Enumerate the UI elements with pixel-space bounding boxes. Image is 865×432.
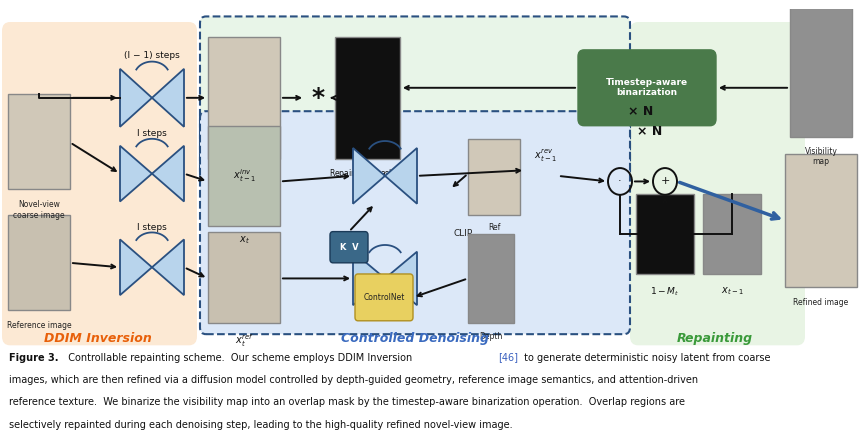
- Text: $1 - M_t$: $1 - M_t$: [650, 285, 680, 298]
- FancyBboxPatch shape: [630, 22, 805, 345]
- Text: to generate deterministic noisy latent from coarse: to generate deterministic noisy latent f…: [521, 353, 770, 362]
- Text: Controllable repainting scheme.  Our scheme employs DDIM Inversion: Controllable repainting scheme. Our sche…: [61, 353, 415, 362]
- FancyBboxPatch shape: [200, 111, 630, 334]
- Text: Controlled Denoising: Controlled Denoising: [341, 332, 489, 345]
- Polygon shape: [385, 252, 417, 305]
- Text: $x_{t-1}$: $x_{t-1}$: [721, 285, 743, 297]
- Text: Timestep-aware
binarization: Timestep-aware binarization: [606, 78, 688, 98]
- Polygon shape: [152, 69, 184, 127]
- Polygon shape: [152, 146, 184, 201]
- Text: Depth: Depth: [479, 332, 503, 341]
- Polygon shape: [353, 148, 385, 204]
- Bar: [208, 126, 280, 226]
- FancyBboxPatch shape: [2, 22, 197, 345]
- FancyBboxPatch shape: [578, 50, 716, 126]
- Text: l steps: l steps: [138, 222, 167, 232]
- Text: (l − 1) steps: (l − 1) steps: [124, 51, 180, 60]
- Text: ControlNet: ControlNet: [363, 293, 405, 302]
- Text: reference texture.  We binarize the visibility map into an overlap mask by the t: reference texture. We binarize the visib…: [9, 397, 685, 407]
- Polygon shape: [353, 252, 385, 305]
- Bar: [790, 3, 852, 137]
- Text: ·: ·: [618, 176, 622, 187]
- Text: $x_t^{ref}$: $x_t^{ref}$: [234, 332, 253, 349]
- Text: Refined image: Refined image: [793, 299, 849, 308]
- Text: $x_{t-1}^{rev}$: $x_{t-1}^{rev}$: [534, 148, 556, 164]
- Text: *: *: [311, 86, 324, 110]
- Text: +: +: [660, 176, 670, 187]
- Bar: [703, 194, 761, 274]
- Text: CLIP: CLIP: [453, 229, 472, 238]
- Text: selectively repainted during each denoising step, leading to the high-quality re: selectively repainted during each denois…: [9, 420, 512, 430]
- Polygon shape: [120, 69, 152, 127]
- Text: × N: × N: [638, 125, 663, 138]
- Text: Repainting mask $M_t$: Repainting mask $M_t$: [330, 167, 407, 180]
- Bar: [208, 37, 280, 159]
- Bar: [468, 139, 520, 215]
- Text: Repainting: Repainting: [677, 332, 753, 345]
- Text: Reference image: Reference image: [7, 321, 71, 330]
- Text: Ref: Ref: [488, 222, 500, 232]
- FancyBboxPatch shape: [355, 274, 413, 321]
- Text: $x_{t-1}^{inv}$: $x_{t-1}^{inv}$: [233, 167, 255, 184]
- Bar: [785, 153, 857, 287]
- Text: DDIM Inversion: DDIM Inversion: [44, 332, 152, 345]
- Polygon shape: [120, 239, 152, 295]
- Text: K  V: K V: [340, 243, 358, 252]
- Polygon shape: [385, 148, 417, 204]
- Bar: [636, 194, 694, 274]
- Text: × N: × N: [628, 105, 653, 118]
- Text: Visibility
map: Visibility map: [804, 147, 837, 166]
- Text: l steps: l steps: [138, 129, 167, 138]
- Text: Figure 3.: Figure 3.: [9, 353, 58, 362]
- Bar: [8, 95, 70, 189]
- FancyBboxPatch shape: [330, 232, 368, 263]
- Bar: [208, 232, 280, 323]
- FancyBboxPatch shape: [200, 16, 630, 181]
- Polygon shape: [120, 146, 152, 201]
- Text: Novel-view
coarse image: Novel-view coarse image: [13, 200, 65, 220]
- Text: images, which are then refined via a diffusion model controlled by depth-guided : images, which are then refined via a dif…: [9, 375, 698, 385]
- Text: $x_t$: $x_t$: [239, 234, 249, 246]
- Polygon shape: [152, 239, 184, 295]
- Bar: [468, 234, 514, 323]
- Text: [46]: [46]: [498, 353, 518, 362]
- Bar: [335, 37, 400, 159]
- Bar: [8, 215, 70, 310]
